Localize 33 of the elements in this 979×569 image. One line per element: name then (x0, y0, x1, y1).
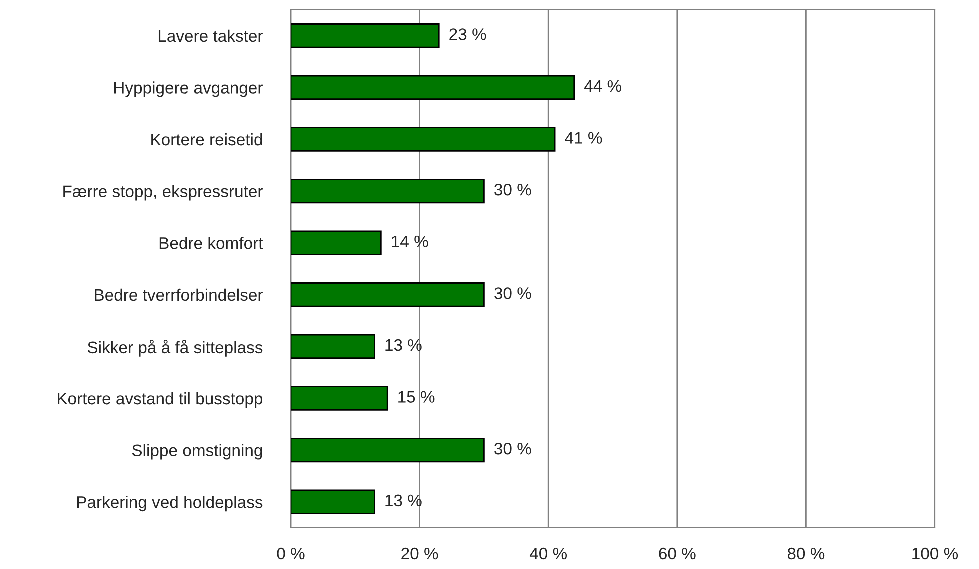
bar (291, 334, 376, 360)
bar (291, 230, 382, 256)
y-tick-label: Slippe omstigning (132, 444, 262, 460)
x-tick-label: 20 % (402, 548, 438, 560)
x-tick-label: 100 % (912, 548, 958, 560)
y-tick-label: Sikker på å få sitteplass (88, 340, 263, 357)
data-label: 30 % (494, 288, 532, 300)
data-label: 30 % (494, 442, 532, 455)
y-tick-label: Færre stopp, ekspressruter (64, 185, 263, 201)
bar (291, 282, 485, 308)
bar (291, 127, 556, 152)
x-tick-label: 0 % (277, 548, 305, 560)
bar (291, 490, 376, 514)
data-label: 23 % (450, 28, 486, 40)
bar (291, 178, 485, 204)
data-label: 41 % (565, 132, 602, 144)
data-label: 44 % (584, 80, 622, 92)
y-tick-label: Bedre komfort (160, 237, 264, 250)
y-tick-label: Hyppigere avganger (114, 82, 263, 98)
bar (291, 24, 440, 48)
data-label: 30 % (494, 184, 532, 196)
y-tick-label: Lavere takster (158, 30, 263, 42)
x-tick-label: 80 % (788, 548, 825, 560)
y-tick-label: Bedre tverrforbindelser (95, 288, 263, 302)
y-tick-label: Parkering ved holdeplass (77, 496, 263, 512)
y-tick-label: Kortere reisetid (152, 133, 262, 146)
bar (291, 75, 576, 100)
bar (291, 386, 388, 411)
bar (291, 438, 485, 463)
x-tick-label: 60 % (659, 548, 696, 560)
x-tick-label: 40 % (530, 548, 567, 560)
data-label: 15 % (398, 391, 435, 403)
y-tick-label: Kortere avstand til busstopp (58, 392, 263, 408)
